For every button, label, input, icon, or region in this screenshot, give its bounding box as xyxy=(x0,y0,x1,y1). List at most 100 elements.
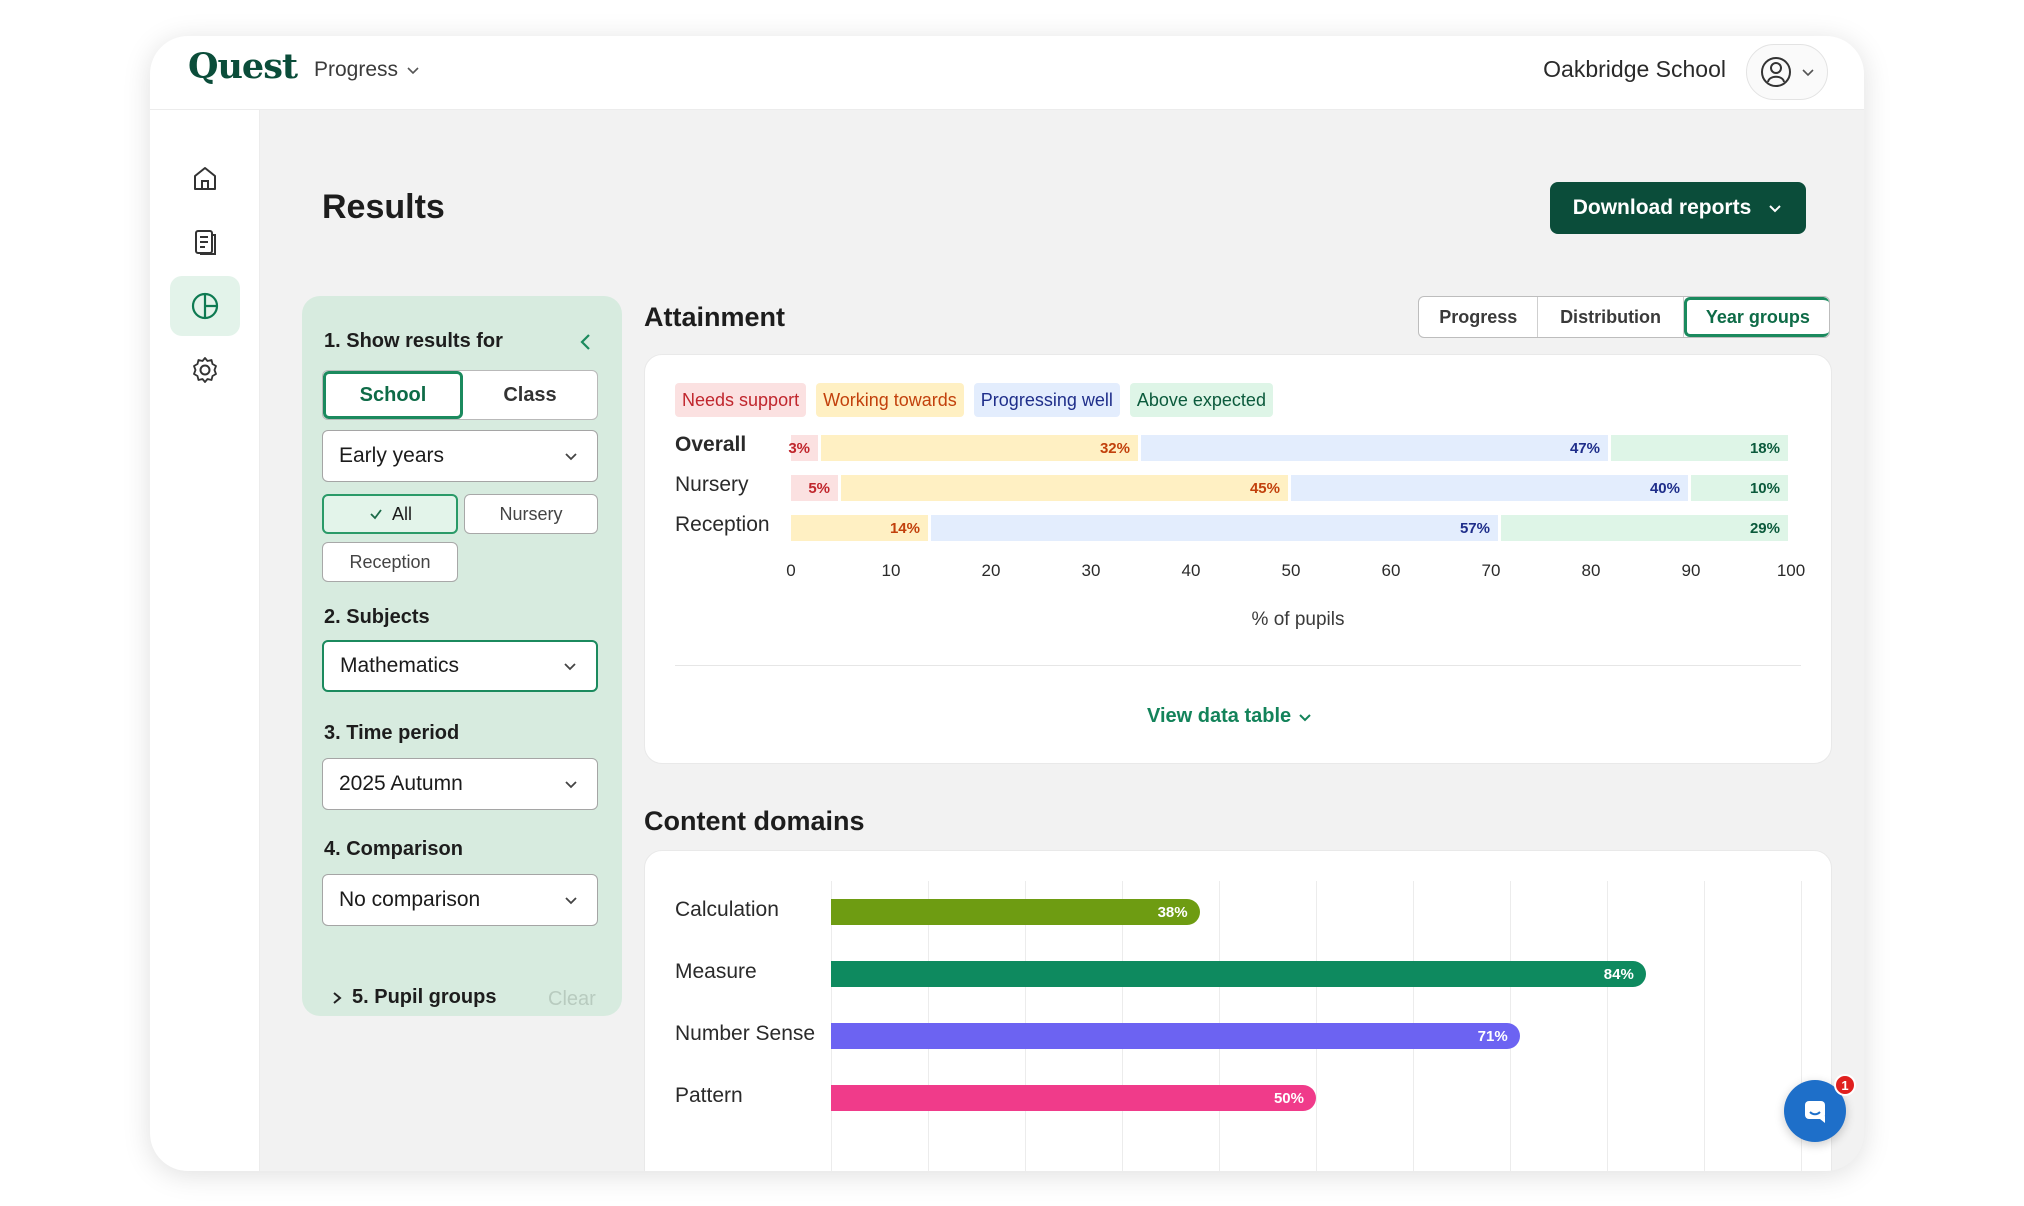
content-domains-gridline xyxy=(1607,881,1608,1171)
filters-panel: 1. Show results for School Class Early y… xyxy=(302,296,622,1016)
chevron-right-icon xyxy=(333,991,342,1004)
chevron-down-icon xyxy=(1299,713,1311,721)
app-window: Quest Progress Oakbridge School xyxy=(150,36,1864,1171)
attainment-bar-nursery-working-towards[interactable]: 45% xyxy=(841,475,1288,501)
attainment-x-tick: 60 xyxy=(1381,561,1401,580)
pupil-groups-toggle[interactable]: 5. Pupil groups xyxy=(330,986,496,1009)
show-results-heading: 1. Show results for xyxy=(324,330,503,352)
attainment-row-label-reception: Reception xyxy=(675,513,770,536)
page-title: Results xyxy=(322,188,445,226)
legend-working-towards: Working towards xyxy=(816,383,964,417)
sidebar-item-home[interactable] xyxy=(170,148,240,208)
attainment-row-label-overall: Overall xyxy=(675,433,747,456)
chevron-down-icon xyxy=(407,67,419,75)
chat-notification-badge: 1 xyxy=(1834,1074,1856,1096)
user-avatar-icon xyxy=(1761,57,1791,87)
chevron-down-icon xyxy=(565,781,577,789)
attainment-x-tick: 50 xyxy=(1281,561,1301,580)
attainment-bar-overall-needs-support[interactable]: 3% xyxy=(788,435,818,461)
attainment-bar-reception-above-expected[interactable]: 29% xyxy=(1501,515,1788,541)
stage-select[interactable]: Early years xyxy=(322,430,598,482)
attainment-bar-overall-working-towards[interactable]: 32% xyxy=(821,435,1138,461)
year-chip-all-label: All xyxy=(391,503,412,524)
attainment-x-axis-title: % of pupils xyxy=(1251,609,1345,630)
comparison-heading: 4. Comparison xyxy=(324,838,463,860)
content-domain-label-number-sense: Number Sense xyxy=(675,1022,816,1045)
progress-nav-label: Progress xyxy=(314,58,399,81)
view-option-progress[interactable]: Progress xyxy=(1419,297,1539,337)
content-domains-card: Calculation 38% Measure 84% Number Sense 71% P… xyxy=(644,850,1832,1171)
attainment-x-tick: 80 xyxy=(1581,561,1601,580)
account-menu-button[interactable] xyxy=(1746,44,1828,100)
content-domains-gridline xyxy=(1704,881,1705,1171)
scope-option-school[interactable]: School xyxy=(323,371,463,419)
attainment-bar-nursery-above-expected[interactable]: 10% xyxy=(1691,475,1788,501)
content-domain-bar-calculation[interactable]: 38% xyxy=(831,899,1200,925)
pupil-groups-label: 5. Pupil groups xyxy=(352,986,497,1008)
subject-select[interactable]: Mathematics xyxy=(322,640,598,692)
attainment-x-tick: 70 xyxy=(1481,561,1501,580)
gear-icon xyxy=(193,357,217,383)
attainment-row-label-nursery: Nursery xyxy=(675,473,749,496)
attainment-bar-nursery-progressing-well[interactable]: 40% xyxy=(1291,475,1688,501)
content-domain-bar-measure[interactable]: 84% xyxy=(831,961,1646,987)
attainment-title: Attainment xyxy=(644,302,785,332)
pie-chart-icon xyxy=(191,292,219,320)
attainment-x-tick: 0 xyxy=(786,561,796,580)
content-domain-bar-number-sense[interactable]: 71% xyxy=(831,1023,1520,1049)
attainment-x-tick: 30 xyxy=(1081,561,1101,580)
time-period-select-value: 2025 Autumn xyxy=(339,772,463,795)
chat-launcher-button[interactable] xyxy=(1784,1080,1846,1142)
content-domains-title: Content domains xyxy=(644,806,865,836)
attainment-x-tick: 100 xyxy=(1776,561,1806,580)
legend-progressing-well: Progressing well xyxy=(973,383,1120,417)
view-option-distribution[interactable]: Distribution xyxy=(1538,297,1684,337)
chevron-down-icon xyxy=(565,897,577,905)
document-icon xyxy=(195,230,216,255)
attainment-bar-nursery-needs-support[interactable]: 5% xyxy=(791,475,838,501)
download-reports-label: Download reports xyxy=(1572,196,1752,219)
view-data-table-button[interactable]: View data table xyxy=(1147,705,1313,728)
content-domain-bar-pattern[interactable]: 50% xyxy=(831,1085,1316,1111)
content-domain-label-pattern: Pattern xyxy=(675,1084,743,1107)
attainment-bar-reception-working-towards[interactable]: 14% xyxy=(791,515,928,541)
year-chip-reception[interactable]: Reception xyxy=(322,542,458,582)
comparison-select[interactable]: No comparison xyxy=(322,874,598,926)
chat-icon xyxy=(1805,1101,1825,1123)
content-domain-label-calculation: Calculation xyxy=(675,898,779,921)
content-domains-gridline xyxy=(1801,881,1802,1171)
attainment-bar-reception-progressing-well[interactable]: 57% xyxy=(931,515,1498,541)
attainment-bar-overall-above-expected[interactable]: 18% xyxy=(1611,435,1788,461)
sidebar-item-results[interactable] xyxy=(170,276,240,336)
attainment-card: Needs support Working towards Progressing … xyxy=(644,354,1832,764)
collapse-panel-icon[interactable] xyxy=(574,330,598,354)
attainment-divider xyxy=(675,665,1801,666)
sidebar xyxy=(150,110,260,1171)
download-reports-button[interactable]: Download reports xyxy=(1550,182,1806,234)
sidebar-item-reports[interactable] xyxy=(170,212,240,272)
subject-select-value: Mathematics xyxy=(340,654,460,677)
top-bar: Quest Progress Oakbridge School xyxy=(150,36,1864,110)
view-option-year-groups[interactable]: Year groups xyxy=(1683,297,1829,337)
stage-select-value: Early years xyxy=(339,444,445,467)
clear-filters-button[interactable]: Clear xyxy=(548,988,596,1010)
year-chip-nursery[interactable]: Nursery xyxy=(464,494,598,534)
legend-above-expected: Above expected xyxy=(1129,383,1273,417)
time-period-select[interactable]: 2025 Autumn xyxy=(322,758,598,810)
scope-option-class[interactable]: Class xyxy=(503,383,557,406)
time-period-heading: 3. Time period xyxy=(324,722,460,744)
school-name: Oakbridge School xyxy=(1543,56,1726,82)
view-data-table-label: View data table xyxy=(1147,705,1292,727)
sidebar-item-settings[interactable] xyxy=(170,340,240,400)
chevron-down-icon xyxy=(1769,205,1781,213)
chevron-down-icon xyxy=(1802,69,1814,77)
quest-logo[interactable]: Quest xyxy=(188,46,298,87)
progress-nav-menu[interactable]: Progress xyxy=(314,58,420,82)
year-chip-all[interactable]: All xyxy=(322,494,458,534)
attainment-x-tick: 10 xyxy=(881,561,901,580)
subjects-heading: 2. Subjects xyxy=(324,606,430,628)
chevron-down-icon xyxy=(564,663,576,671)
attainment-bar-overall-progressing-well[interactable]: 47% xyxy=(1141,435,1608,461)
attainment-view-toggle: Progress Distribution Year groups xyxy=(1418,296,1830,338)
attainment-x-tick: 90 xyxy=(1681,561,1701,580)
